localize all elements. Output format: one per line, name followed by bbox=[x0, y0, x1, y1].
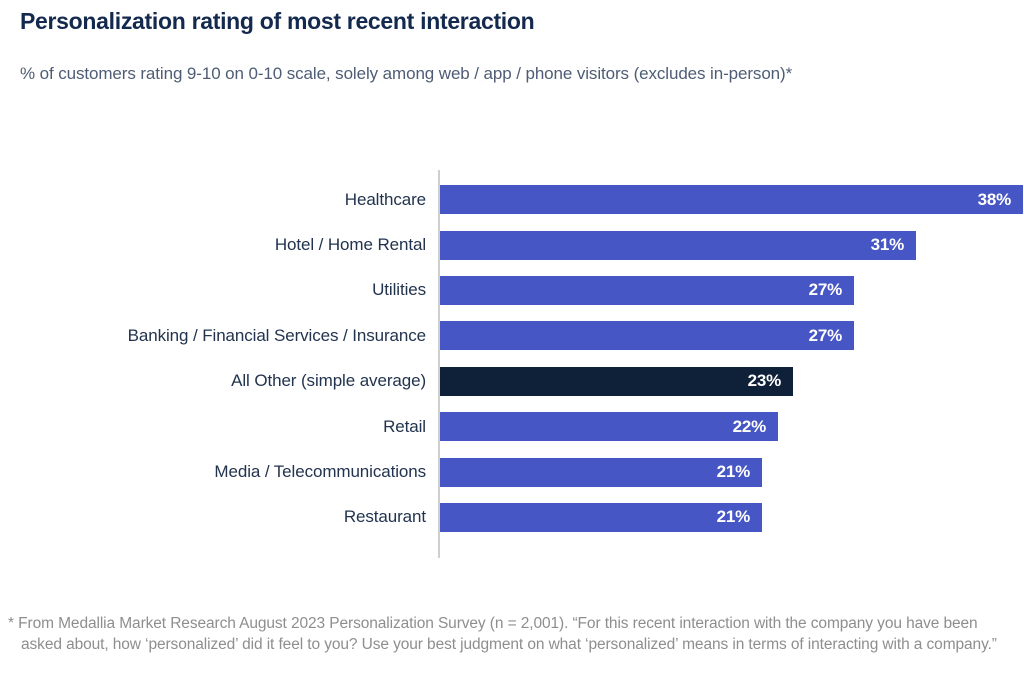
bar-value-label: 21% bbox=[716, 507, 751, 527]
category-label: Healthcare bbox=[344, 189, 426, 209]
chart-row: Utilities 27% bbox=[0, 268, 1024, 313]
bar: 22% bbox=[440, 412, 778, 442]
category-label: Utilities bbox=[372, 280, 426, 300]
bar: 31% bbox=[440, 230, 916, 260]
bar-track: 27% bbox=[438, 321, 1024, 351]
bar-value-label: 23% bbox=[747, 371, 782, 391]
y-axis-line bbox=[438, 170, 440, 558]
bar-track: 22% bbox=[438, 412, 1024, 442]
bar: 23% bbox=[440, 366, 793, 396]
category-label: Retail bbox=[383, 416, 426, 436]
category-label: Media / Telecommunications bbox=[214, 462, 426, 482]
bar-value-label: 21% bbox=[716, 462, 751, 482]
chart-row: Hotel / Home Rental 31% bbox=[0, 222, 1024, 267]
chart-row: Healthcare 38% bbox=[0, 177, 1024, 222]
category-label: Hotel / Home Rental bbox=[274, 235, 426, 255]
footnote: * From Medallia Market Research August 2… bbox=[8, 615, 997, 653]
chart-row: Restaurant 21% bbox=[0, 495, 1024, 540]
bar: 21% bbox=[440, 457, 762, 487]
bar-track: 21% bbox=[438, 457, 1024, 487]
bar-value-label: 22% bbox=[732, 416, 767, 436]
bar-value-label: 38% bbox=[977, 189, 1012, 209]
bar: 21% bbox=[440, 502, 762, 532]
chart-row: Banking / Financial Services / Insurance… bbox=[0, 313, 1024, 358]
bar-chart: Healthcare 38% Hotel / Home Rental 31% Utili… bbox=[0, 170, 1024, 558]
bar-value-label: 27% bbox=[808, 325, 843, 345]
bar-track: 27% bbox=[438, 275, 1024, 305]
bar-value-label: 27% bbox=[808, 280, 843, 300]
bar-track: 38% bbox=[438, 185, 1024, 215]
chart-row: Media / Telecommunications 21% bbox=[0, 449, 1024, 494]
bar: 27% bbox=[440, 321, 854, 351]
chart-row: All Other (simple average) 23% bbox=[0, 359, 1024, 404]
category-label: Restaurant bbox=[343, 507, 426, 527]
category-label: Banking / Financial Services / Insurance bbox=[127, 325, 426, 345]
category-label: All Other (simple average) bbox=[231, 371, 426, 391]
bar-track: 31% bbox=[438, 230, 1024, 260]
bar-track: 23% bbox=[438, 366, 1024, 396]
bar: 27% bbox=[440, 275, 854, 305]
chart-row: Retail 22% bbox=[0, 404, 1024, 449]
bar-track: 21% bbox=[438, 502, 1024, 532]
page-subtitle: % of customers rating 9-10 on 0-10 scale… bbox=[20, 64, 793, 83]
page-title: Personalization rating of most recent in… bbox=[20, 8, 535, 34]
bar: 38% bbox=[440, 185, 1023, 215]
bar-value-label: 31% bbox=[870, 235, 905, 255]
chart-rows: Healthcare 38% Hotel / Home Rental 31% Utili… bbox=[0, 177, 1024, 540]
